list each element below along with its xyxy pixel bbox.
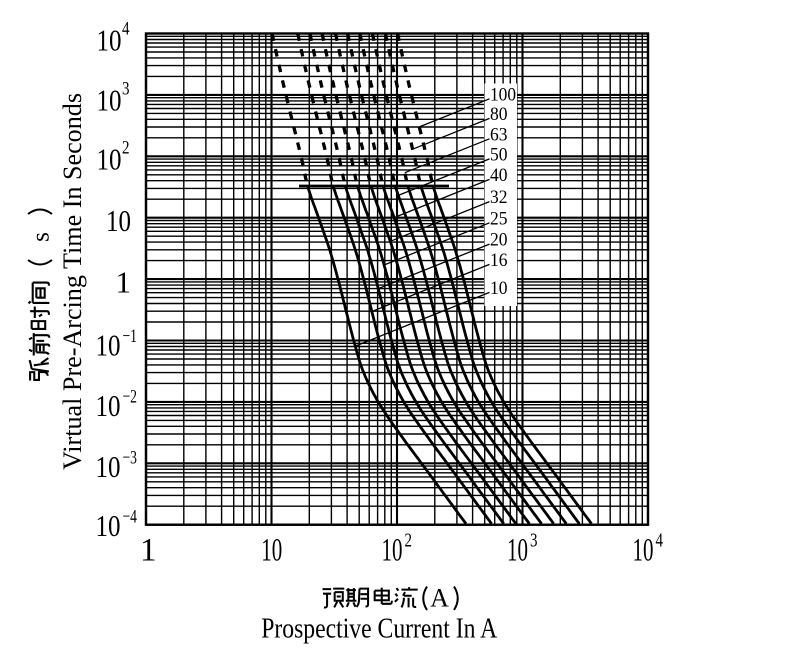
svg-text:16: 16 xyxy=(490,250,508,271)
svg-text:10: 10 xyxy=(97,23,122,58)
svg-text:10: 10 xyxy=(507,533,528,569)
svg-text:3: 3 xyxy=(530,530,538,552)
svg-text:10: 10 xyxy=(96,449,121,484)
svg-text:10: 10 xyxy=(261,533,282,569)
svg-text:63: 63 xyxy=(490,124,508,145)
svg-text:100: 100 xyxy=(490,84,516,105)
svg-text:10: 10 xyxy=(97,83,122,118)
svg-text:A: A xyxy=(430,584,449,613)
svg-text:32: 32 xyxy=(490,187,508,208)
svg-text:3: 3 xyxy=(122,79,130,100)
svg-text:50: 50 xyxy=(490,144,508,165)
svg-text:10: 10 xyxy=(490,278,508,299)
svg-text:−4: −4 xyxy=(123,506,138,527)
svg-text:20: 20 xyxy=(490,230,508,251)
svg-text:s: s xyxy=(28,232,55,242)
svg-text:10: 10 xyxy=(96,327,121,362)
svg-text:−1: −1 xyxy=(123,326,138,347)
svg-text:10: 10 xyxy=(96,508,121,543)
svg-text:10: 10 xyxy=(382,533,403,569)
svg-text:40: 40 xyxy=(490,165,508,186)
svg-text:80: 80 xyxy=(490,104,508,125)
svg-text:1: 1 xyxy=(140,533,157,569)
svg-text:4: 4 xyxy=(122,19,130,40)
svg-text:Prospective Current In A: Prospective Current In A xyxy=(261,612,497,644)
svg-text:25: 25 xyxy=(490,208,508,229)
svg-text:−2: −2 xyxy=(123,387,138,408)
svg-text:10: 10 xyxy=(106,203,131,238)
svg-text:−3: −3 xyxy=(123,448,138,469)
svg-text:10: 10 xyxy=(97,142,122,177)
svg-text:Virtual Pre-Arcing Time In Sec: Virtual Pre-Arcing Time In Seconds xyxy=(58,93,87,470)
svg-text:2: 2 xyxy=(122,138,130,159)
svg-text:10: 10 xyxy=(96,388,121,423)
svg-text:4: 4 xyxy=(656,530,664,552)
svg-text:10: 10 xyxy=(633,533,654,569)
svg-text:2: 2 xyxy=(405,530,413,552)
svg-text:1: 1 xyxy=(116,265,132,300)
